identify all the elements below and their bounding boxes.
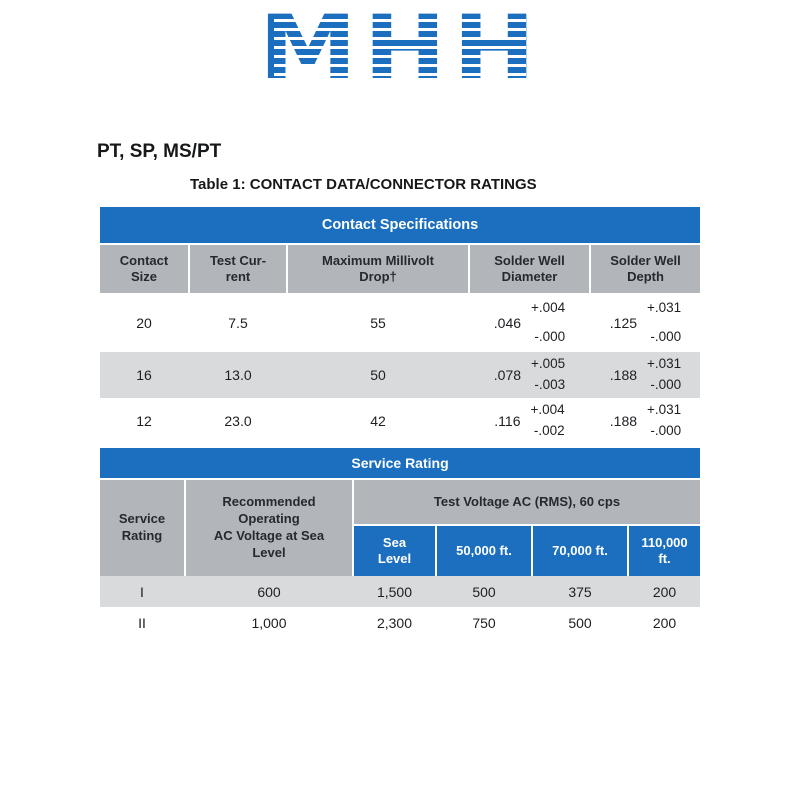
tolerance-minus: -.000 [650, 423, 682, 438]
millivolt-drop-cell: 55 [370, 314, 386, 331]
contact-size-cell: 12 [136, 413, 152, 429]
depth-value: .188 [609, 413, 638, 429]
solder-well-depth-cell: .188 +.031 -.000 [591, 398, 700, 444]
depth-tolerance: +.031 -.000 [647, 294, 681, 351]
contact-size-header: Contact Size [100, 245, 188, 293]
ft50000-subheader: 50,000 ft. [437, 526, 531, 576]
diameter-tolerance: +.005 -.003 [531, 354, 565, 396]
contact-size-cell: 20 [136, 314, 152, 331]
service-rating-cell: II [138, 614, 146, 631]
ft70000-cell: 375 [568, 583, 592, 600]
contact-size-cell: 16 [136, 367, 152, 383]
depth-tolerance: +.031 -.000 [647, 354, 681, 396]
tolerance-plus: +.004 [530, 402, 565, 418]
service-table-row: II 1,000 2,300 750 500 200 [100, 607, 700, 638]
solder-well-diameter-cell: .078 +.005 -.003 [470, 352, 589, 398]
test-current-cell: 23.0 [224, 413, 252, 429]
contact-specs-section-header: Contact Specifications [100, 207, 700, 243]
tolerance-plus: +.004 [531, 300, 566, 316]
service-table-header: Service Rating Recommended Operating AC … [100, 480, 700, 576]
solder-well-diameter-header: Solder Well Diameter [470, 245, 589, 293]
millivolt-drop-header: Maximum Millivolt Drop† [288, 245, 468, 293]
diameter-tolerance: +.004 -.000 [531, 294, 565, 351]
test-current-cell: 13.0 [224, 367, 252, 383]
solder-well-depth-header: Solder Well Depth [591, 245, 700, 293]
tolerance-minus: -.000 [534, 328, 566, 344]
tolerance-plus: +.005 [531, 356, 566, 372]
ft70000-subheader: 70,000 ft. [533, 526, 627, 576]
recommended-voltage-cell: 600 [257, 583, 281, 600]
tolerance-minus: -.000 [650, 328, 682, 344]
service-rating-section-header: Service Rating [100, 448, 700, 478]
diameter-tolerance: +.004 -.002 [531, 400, 565, 442]
contact-table-row: 12 23.0 42 .116 +.004 -.002 .188 +.031 -… [100, 398, 700, 444]
table-title: Table 1: CONTACT DATA/CONNECTOR RATINGS [190, 176, 537, 193]
tolerance-plus: +.031 [647, 300, 682, 316]
ft110000-cell: 200 [652, 583, 677, 600]
ft110000-cell: 200 [652, 614, 677, 631]
solder-well-diameter-cell: .046 +.004 -.000 [470, 293, 589, 352]
logo-stripes-overlay [273, 4, 527, 92]
recommended-voltage-header: Recommended Operating AC Voltage at Sea … [186, 480, 352, 576]
diameter-value: .046 [493, 314, 522, 331]
millivolt-drop-cell: 50 [370, 367, 386, 383]
service-rating-header: Service Rating [100, 480, 184, 576]
solder-well-diameter-cell: .116 +.004 -.002 [470, 398, 589, 444]
test-current-header: Test Cur- rent [190, 245, 286, 293]
tolerance-plus: +.031 [647, 402, 682, 418]
contact-table-header-row: Contact Size Test Cur- rent Maximum Mill… [100, 245, 700, 293]
sea-level-cell: 2,300 [376, 614, 413, 631]
series-title: PT, SP, MS/PT [97, 141, 222, 162]
contact-table-row: 20 7.5 55 .046 +.004 -.000 .125 +.031 -.… [100, 293, 700, 352]
contact-table-row: 16 13.0 50 .078 +.005 -.003 .188 +.031 -… [100, 352, 700, 398]
test-voltage-header: Test Voltage AC (RMS), 60 cps [354, 480, 700, 524]
depth-value: .125 [609, 314, 638, 331]
tolerance-plus: +.031 [647, 356, 682, 372]
ratings-tables: Contact Specifications Contact Size Test… [100, 207, 700, 638]
solder-well-depth-cell: .125 +.031 -.000 [591, 293, 700, 352]
logo-inner: MHH [258, 4, 535, 92]
tolerance-minus: -.000 [650, 377, 682, 392]
recommended-voltage-cell: 1,000 [251, 614, 287, 631]
ft70000-cell: 500 [568, 614, 592, 631]
diameter-value: .116 [494, 413, 521, 429]
millivolt-drop-cell: 42 [370, 413, 386, 429]
depth-tolerance: +.031 -.000 [647, 400, 681, 442]
tolerance-minus: -.003 [534, 377, 566, 392]
diameter-value: .078 [493, 367, 522, 383]
test-current-cell: 7.5 [228, 314, 248, 331]
ft50000-cell: 500 [472, 583, 496, 600]
service-rating-cell: I [140, 583, 144, 600]
service-table-row: I 600 1,500 500 375 200 [100, 576, 700, 607]
solder-well-depth-cell: .188 +.031 -.000 [591, 352, 700, 398]
company-logo: MHH [0, 2, 800, 94]
ft110000-subheader: 110,000 ft. [629, 526, 700, 576]
depth-value: .188 [609, 367, 638, 383]
tolerance-minus: -.002 [533, 423, 565, 438]
sea-level-cell: 1,500 [376, 583, 413, 600]
ft50000-cell: 750 [472, 614, 496, 631]
sea-level-subheader: Sea Level [354, 526, 435, 576]
